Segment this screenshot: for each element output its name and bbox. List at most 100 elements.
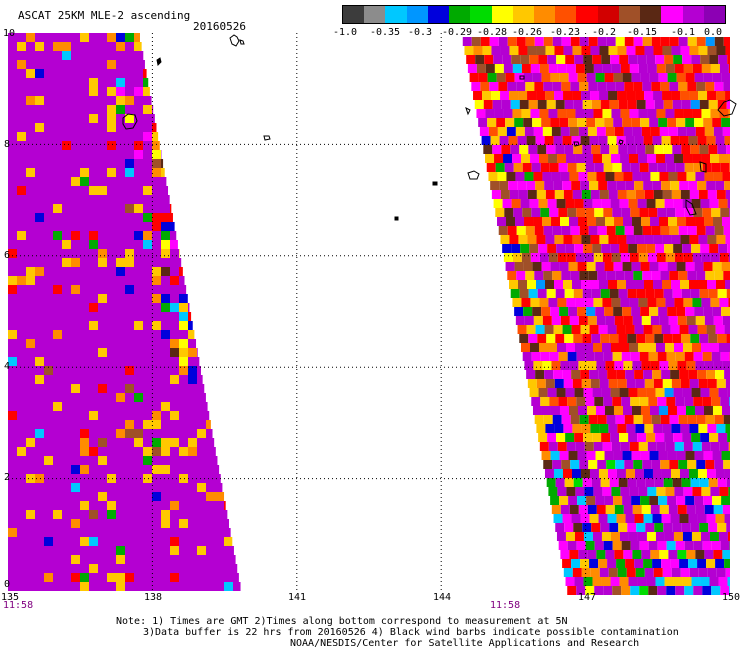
swath-cell	[62, 96, 71, 105]
swath-cell	[565, 433, 575, 442]
swath-cell	[98, 240, 107, 249]
swath-cell	[599, 280, 609, 289]
swath-cell	[35, 240, 44, 249]
swath-cell	[628, 55, 638, 64]
swath-cell	[107, 483, 116, 492]
swath-cell	[98, 429, 107, 438]
swath-cell	[726, 145, 730, 154]
swath-cell	[89, 465, 98, 474]
swath-cell	[35, 348, 44, 357]
swath-cell	[709, 532, 719, 541]
swath-cell	[62, 42, 71, 51]
swath-cell	[62, 258, 71, 267]
swath-cell	[623, 505, 633, 514]
swath-cell	[644, 379, 654, 388]
swath-cell	[8, 564, 17, 573]
swath-cell	[678, 415, 688, 424]
swath-cell	[53, 276, 62, 285]
swath-cell	[134, 240, 143, 249]
swath-cell	[631, 496, 641, 505]
swath-cell	[623, 217, 633, 226]
swath-cell	[134, 87, 143, 96]
swath-cell	[17, 294, 26, 303]
x-tick-138: 138	[144, 592, 163, 603]
swath-cell	[35, 492, 44, 501]
swath-cell	[615, 226, 625, 235]
swath-cell	[547, 199, 557, 208]
swath-cell	[188, 564, 197, 573]
swath-cell	[630, 163, 640, 172]
swath-cell	[633, 415, 643, 424]
swath-cell	[693, 208, 703, 217]
swath-cell	[143, 582, 152, 591]
swath-cell	[651, 226, 661, 235]
swath-cell	[98, 420, 107, 429]
swath-cell	[556, 199, 566, 208]
swath-cell	[722, 217, 730, 226]
swath-cell	[665, 109, 675, 118]
swath-cell	[687, 82, 697, 91]
swath-cell	[721, 73, 730, 82]
swath-cell	[17, 285, 26, 294]
swath-cell	[604, 451, 614, 460]
swath-cell	[591, 289, 601, 298]
swath-cell	[125, 375, 134, 384]
swath-cell	[107, 429, 116, 438]
swath-cell	[702, 541, 712, 550]
swath-cell	[116, 330, 125, 339]
swath-cell	[559, 406, 569, 415]
swath-cell	[134, 528, 143, 537]
swath-cell	[709, 433, 719, 442]
swath-cell	[134, 267, 143, 276]
swath-cell	[89, 105, 98, 114]
swath-cell	[673, 55, 683, 64]
swath-cell	[152, 258, 161, 267]
swath-cell	[603, 208, 613, 217]
swath-cell	[673, 388, 683, 397]
swath-cell	[729, 208, 730, 217]
swath-cell	[134, 303, 143, 312]
swath-cell	[555, 478, 565, 487]
swath-cell	[698, 568, 708, 577]
swath-cell	[62, 222, 71, 231]
swath-cell	[607, 469, 617, 478]
swath-cell	[572, 190, 582, 199]
swath-cell	[26, 420, 35, 429]
swath-cell	[197, 555, 206, 564]
swath-cell	[89, 510, 98, 519]
swath-cell	[71, 258, 80, 267]
swath-cell	[116, 546, 125, 555]
swath-cell	[479, 127, 489, 136]
swath-cell	[62, 546, 71, 555]
swath-cell	[8, 276, 17, 285]
swath-cell	[98, 78, 107, 87]
swath-cell	[170, 303, 179, 312]
swath-cell	[727, 577, 730, 586]
swath-cell	[712, 496, 722, 505]
swath-cell	[557, 154, 567, 163]
swath-cell	[575, 298, 585, 307]
swath-cell	[514, 118, 524, 127]
swath-cell	[179, 456, 188, 465]
swath-cell	[648, 163, 658, 172]
swath-cell	[89, 384, 98, 393]
swath-cell	[26, 303, 35, 312]
swath-cell	[561, 82, 571, 91]
swath-cell	[573, 334, 583, 343]
swath-cell	[674, 154, 684, 163]
swath-cell	[188, 555, 197, 564]
swath-cell	[89, 312, 98, 321]
swath-cell	[170, 402, 179, 411]
swath-cell	[571, 469, 581, 478]
swath-cell	[673, 343, 683, 352]
swath-cell	[692, 109, 702, 118]
swath-cell	[152, 573, 161, 582]
swath-cell	[609, 334, 619, 343]
swath-cell	[161, 339, 170, 348]
swath-cell	[574, 532, 584, 541]
swath-cell	[507, 37, 517, 46]
swath-cell	[701, 487, 711, 496]
swath-cell	[516, 82, 526, 91]
swath-cell	[564, 145, 574, 154]
swath-cell	[125, 456, 134, 465]
